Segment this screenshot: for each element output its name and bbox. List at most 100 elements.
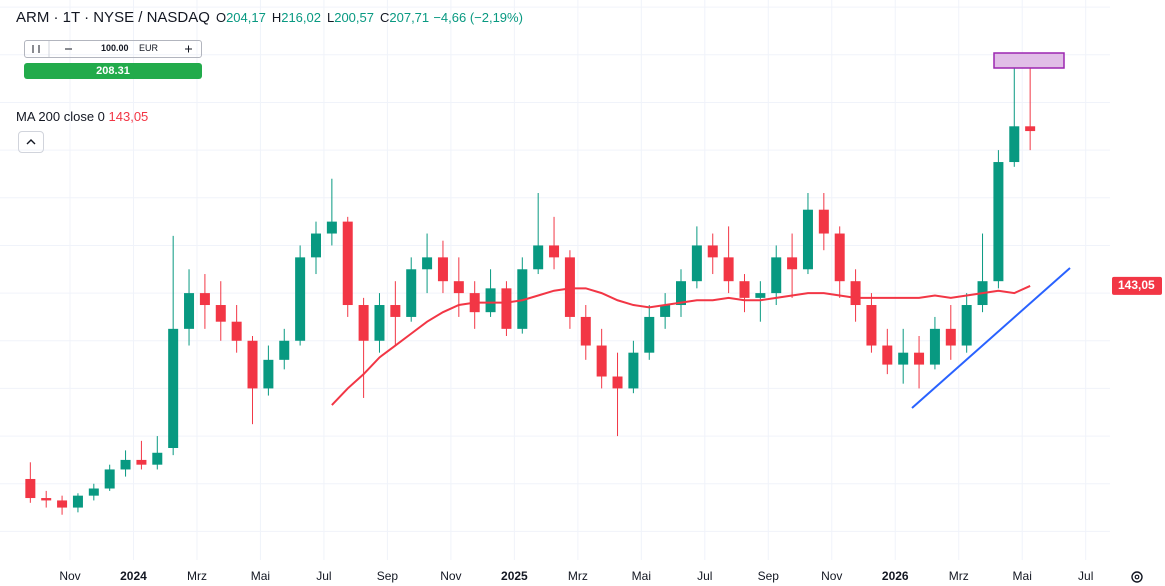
symbol: ARM · 1T · NYSE / NASDAQ bbox=[16, 9, 210, 26]
candle-body bbox=[517, 269, 528, 329]
grid bbox=[0, 0, 1110, 560]
x-tick-label: Mai bbox=[632, 569, 651, 583]
x-tick-label: 2025 bbox=[501, 569, 528, 583]
candle-body bbox=[453, 281, 464, 294]
x-tick-label: Nov bbox=[821, 569, 842, 583]
candle-body bbox=[41, 498, 52, 501]
candle-body bbox=[1009, 126, 1020, 163]
x-tick-label: Mai bbox=[251, 569, 270, 583]
candle-body bbox=[422, 257, 433, 270]
candle-body bbox=[882, 345, 893, 365]
candle-body bbox=[691, 245, 702, 282]
candle-body bbox=[612, 376, 623, 389]
candle-body bbox=[771, 257, 782, 294]
candle-body bbox=[914, 352, 925, 365]
change: −4,66 (−2,19%) bbox=[433, 10, 523, 25]
candle-body bbox=[199, 293, 210, 306]
candle-body bbox=[866, 305, 877, 346]
candle-body bbox=[961, 305, 972, 346]
trendline bbox=[911, 267, 1071, 409]
candle-body bbox=[802, 209, 813, 270]
candle-body bbox=[231, 321, 242, 341]
x-tick-label: Jul bbox=[697, 569, 712, 583]
x-tick-label: Mai bbox=[1013, 569, 1032, 583]
chevron bbox=[26, 139, 36, 145]
x-tick-label: Sep bbox=[377, 569, 399, 583]
ma-price-tag bbox=[1112, 276, 1162, 295]
candle-body bbox=[342, 221, 353, 306]
candle-body bbox=[184, 293, 195, 329]
x-tick-label: Mrz bbox=[187, 569, 207, 583]
ma-line bbox=[331, 285, 1031, 406]
x-tick-label: 2024 bbox=[120, 569, 147, 583]
ohlc-value: 204,17 bbox=[226, 10, 266, 25]
quantity[interactable]: 100.00 bbox=[101, 43, 129, 53]
candle-body bbox=[374, 305, 385, 341]
ohlc-key: L bbox=[326, 10, 335, 25]
ohlc: O204,17 H216,02 L200,57 C207,71 bbox=[210, 9, 429, 26]
ohlc-value: 207,71 bbox=[389, 10, 430, 25]
candle-body bbox=[644, 316, 655, 353]
candle-body bbox=[120, 459, 131, 470]
candle-body bbox=[898, 352, 909, 365]
plot bbox=[25, 54, 1036, 515]
candle-body bbox=[676, 281, 687, 306]
x-tick-label: Mrz bbox=[949, 569, 969, 583]
candle-body bbox=[136, 459, 147, 465]
x-tick-label: Nov bbox=[59, 569, 80, 583]
candle-body bbox=[501, 288, 512, 329]
x-tick-label: 2026 bbox=[882, 569, 909, 583]
x-tick-label: Sep bbox=[758, 569, 780, 583]
candle-body bbox=[533, 245, 544, 270]
axis: 40,0060,0080,00100,00120,00140,00160,001… bbox=[59, 276, 1162, 583]
x-tick-label: Nov bbox=[440, 569, 461, 583]
candle-body bbox=[326, 221, 337, 234]
candle-body bbox=[1025, 126, 1036, 132]
quantity-control[interactable]: 100.00 EUR bbox=[24, 40, 202, 58]
ma-legend: MA 200 close 0 143,05 bbox=[16, 109, 148, 124]
ma-name: MA 200 close 0 bbox=[16, 109, 105, 124]
candle-body bbox=[247, 340, 258, 389]
candle-body bbox=[168, 328, 179, 448]
candle-body bbox=[215, 305, 226, 322]
candle-body bbox=[818, 209, 829, 234]
candle-body bbox=[279, 340, 290, 360]
control-icons bbox=[32, 41, 192, 57]
candle-body bbox=[787, 257, 798, 270]
x-tick-label: Jul bbox=[1078, 569, 1093, 583]
collapse-button[interactable] bbox=[18, 131, 44, 153]
highlight-box bbox=[993, 52, 1065, 69]
candle-body bbox=[104, 469, 115, 489]
candle-body bbox=[596, 345, 607, 377]
candle-body bbox=[929, 328, 940, 365]
candle-body bbox=[660, 305, 671, 317]
candle-body bbox=[739, 281, 750, 298]
candle-body bbox=[564, 257, 575, 317]
price-button[interactable]: 208.31 bbox=[24, 63, 202, 79]
candle-body bbox=[390, 305, 401, 317]
candle-body bbox=[152, 452, 163, 465]
settings-icon[interactable] bbox=[1131, 571, 1143, 583]
candle-body bbox=[993, 162, 1004, 282]
candle-body bbox=[707, 245, 718, 258]
ohlc-key: C bbox=[379, 10, 390, 25]
candle-body bbox=[25, 478, 36, 499]
candle-body bbox=[310, 233, 321, 258]
candle-body bbox=[295, 257, 306, 341]
candle-body bbox=[406, 269, 417, 317]
ohlc-key: H bbox=[271, 10, 282, 25]
candle-body bbox=[485, 288, 496, 313]
candle-body bbox=[358, 305, 369, 341]
candle-body bbox=[263, 359, 274, 389]
ohlc-value: 216,02 bbox=[281, 10, 321, 25]
candle-body bbox=[72, 495, 83, 508]
candle-body bbox=[437, 257, 448, 282]
candle-body bbox=[88, 488, 99, 496]
candle-body bbox=[628, 352, 639, 389]
candle-body bbox=[580, 316, 591, 346]
currency: EUR bbox=[139, 43, 159, 53]
candle-body bbox=[755, 293, 766, 298]
ma-price-label: 143,05 bbox=[1118, 278, 1155, 292]
